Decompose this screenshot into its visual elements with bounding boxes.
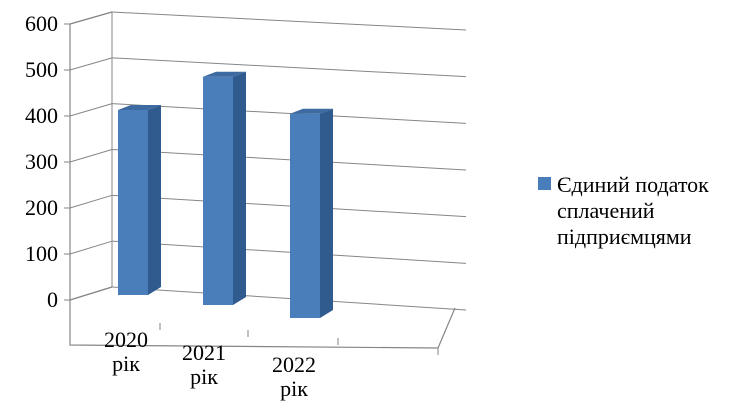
- bar-top: [118, 105, 161, 110]
- bar: [290, 113, 320, 319]
- y-tick-label: 0: [47, 287, 58, 312]
- bar-side: [320, 108, 333, 319]
- gridline: [111, 11, 467, 31]
- bars: [118, 71, 333, 319]
- x-tick-label: 2021 рік: [182, 340, 226, 389]
- y-tick-label: 600: [25, 11, 58, 36]
- wall-gridline: [69, 11, 113, 25]
- gridline: [111, 194, 467, 218]
- gridline: [111, 57, 467, 78]
- floor-front-edge: [69, 300, 456, 349]
- legend: Єдиний податок сплачений підприємцями: [538, 172, 709, 249]
- wall-gridline: [69, 286, 113, 301]
- gridline: [111, 286, 467, 311]
- y-tick-label: 100: [25, 241, 58, 266]
- bar-side: [233, 71, 246, 306]
- y-tick-label: 400: [25, 103, 58, 128]
- wall-gridline: [69, 57, 113, 71]
- bar: [118, 110, 148, 295]
- y-tick-label: 200: [25, 195, 58, 220]
- y-tick-label: 500: [25, 57, 58, 82]
- wall-gridline: [69, 194, 113, 209]
- x-tick-label: 2020 рік: [104, 327, 148, 376]
- legend-label: Єдиний податок сплачений підприємцями: [557, 172, 709, 249]
- wall-gridline: [69, 149, 113, 163]
- wall-gridline: [69, 103, 113, 117]
- bar-top: [203, 71, 246, 77]
- bar-top: [290, 108, 333, 114]
- gridline: [111, 103, 467, 124]
- x-axis-labels: 2020 рік 2021 рік 2022 рік: [104, 327, 316, 401]
- gridline: [111, 240, 467, 264]
- legend-swatch: [538, 177, 551, 190]
- gridline: [111, 149, 467, 171]
- wall-gridline: [69, 240, 113, 255]
- x-tick-label: 2022 рік: [272, 352, 316, 401]
- gridlines: [64, 11, 467, 311]
- bar-side: [148, 105, 161, 295]
- y-axis-ticks: 0 100 200 300 400 500 600: [25, 11, 58, 312]
- bar: [203, 76, 233, 306]
- y-tick-label: 300: [25, 149, 58, 174]
